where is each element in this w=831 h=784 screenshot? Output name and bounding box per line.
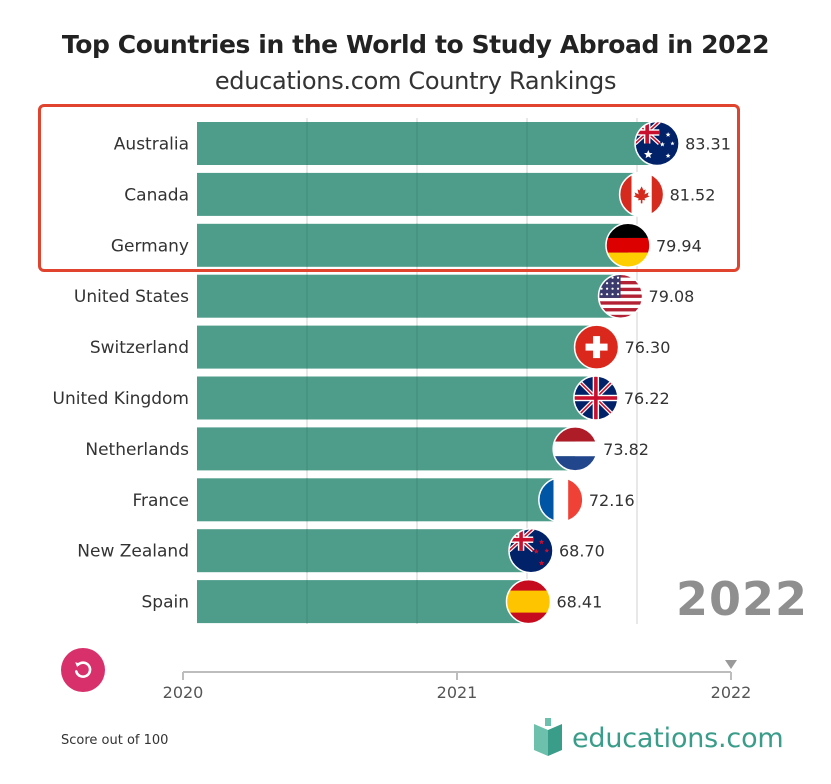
bar <box>197 478 561 522</box>
bar <box>197 427 576 471</box>
usa-flag-icon <box>598 274 643 319</box>
chart-title: Top Countries in the World to Study Abro… <box>61 30 770 59</box>
flag-ring <box>508 527 554 574</box>
category-label: Canada <box>124 185 189 205</box>
bar <box>197 122 658 165</box>
category-label: Australia <box>114 135 189 155</box>
flag-ring <box>605 222 651 269</box>
flag-ring <box>552 426 598 472</box>
value-label: 76.30 <box>625 338 671 357</box>
category-label: United Kingdom <box>53 389 189 409</box>
value-label: 81.52 <box>670 185 716 204</box>
value-label: 73.82 <box>603 440 649 459</box>
category-label: United States <box>74 287 189 307</box>
value-label: 83.31 <box>685 135 731 154</box>
score-footnote: Score out of 100 <box>61 733 169 748</box>
category-label: France <box>132 491 189 511</box>
flag-ring <box>634 120 680 167</box>
chart-subtitle: educations.com Country Rankings <box>214 67 617 95</box>
value-label: 68.70 <box>559 542 605 561</box>
bar <box>197 376 596 420</box>
value-label: 79.08 <box>649 287 695 306</box>
replay-button[interactable] <box>61 648 105 692</box>
value-label: 72.16 <box>589 491 635 510</box>
timeline-tick-label: 2020 <box>163 683 204 702</box>
category-label: New Zealand <box>77 542 189 562</box>
flag-ring <box>597 273 644 319</box>
category-label: Switzerland <box>90 338 189 358</box>
bar <box>197 172 642 216</box>
top-three-highlight <box>38 104 740 272</box>
current-year-label: 2022 <box>676 572 809 626</box>
category-label: Netherlands <box>85 440 189 460</box>
flag-ring <box>573 324 620 370</box>
timeline-tick-label: 2021 <box>437 683 478 702</box>
timeline-tick-label: 2022 <box>711 683 752 702</box>
bar <box>197 274 621 318</box>
value-label: 76.22 <box>624 389 670 408</box>
category-label: Spain <box>142 593 190 613</box>
logo-text: educations.com <box>572 722 784 754</box>
book-logo-icon <box>534 718 562 756</box>
value-label: 68.41 <box>556 593 602 612</box>
flag-ring <box>618 171 665 218</box>
canada-flag-icon <box>619 172 664 217</box>
flag-ring <box>538 477 584 523</box>
value-label: 79.94 <box>656 236 702 255</box>
category-label: Germany <box>111 236 189 256</box>
bar <box>197 325 597 369</box>
replay-icon <box>75 661 92 678</box>
bar <box>197 580 529 624</box>
bar <box>197 223 628 267</box>
flag-ring <box>505 578 552 625</box>
bar <box>197 529 531 573</box>
switzerland-flag-icon <box>574 325 619 370</box>
uk-flag-icon <box>573 376 618 420</box>
flag-ring <box>573 375 619 421</box>
spain-flag-icon <box>506 579 551 624</box>
timeline-handle[interactable] <box>725 660 737 669</box>
educations-logo: educations.com <box>532 715 784 761</box>
